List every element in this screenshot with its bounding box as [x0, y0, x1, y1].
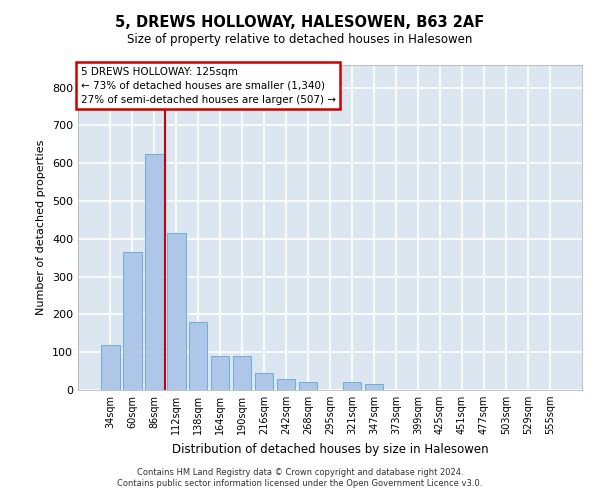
Bar [255, 373, 274, 390]
Bar [211, 356, 229, 390]
Bar [299, 382, 317, 390]
X-axis label: Distribution of detached houses by size in Halesowen: Distribution of detached houses by size … [172, 442, 488, 456]
Bar [101, 344, 119, 390]
Text: Size of property relative to detached houses in Halesowen: Size of property relative to detached ho… [127, 32, 473, 46]
Bar [277, 378, 295, 390]
Bar [189, 322, 208, 390]
Bar [365, 384, 383, 390]
Text: Contains HM Land Registry data © Crown copyright and database right 2024.
Contai: Contains HM Land Registry data © Crown c… [118, 468, 482, 487]
Bar [343, 382, 361, 390]
Text: 5 DREWS HOLLOWAY: 125sqm
← 73% of detached houses are smaller (1,340)
27% of sem: 5 DREWS HOLLOWAY: 125sqm ← 73% of detach… [80, 66, 335, 104]
Bar [123, 252, 142, 390]
Text: 5, DREWS HOLLOWAY, HALESOWEN, B63 2AF: 5, DREWS HOLLOWAY, HALESOWEN, B63 2AF [115, 15, 485, 30]
Y-axis label: Number of detached properties: Number of detached properties [37, 140, 46, 315]
Bar [167, 233, 185, 390]
Bar [233, 356, 251, 390]
Bar [145, 154, 164, 390]
